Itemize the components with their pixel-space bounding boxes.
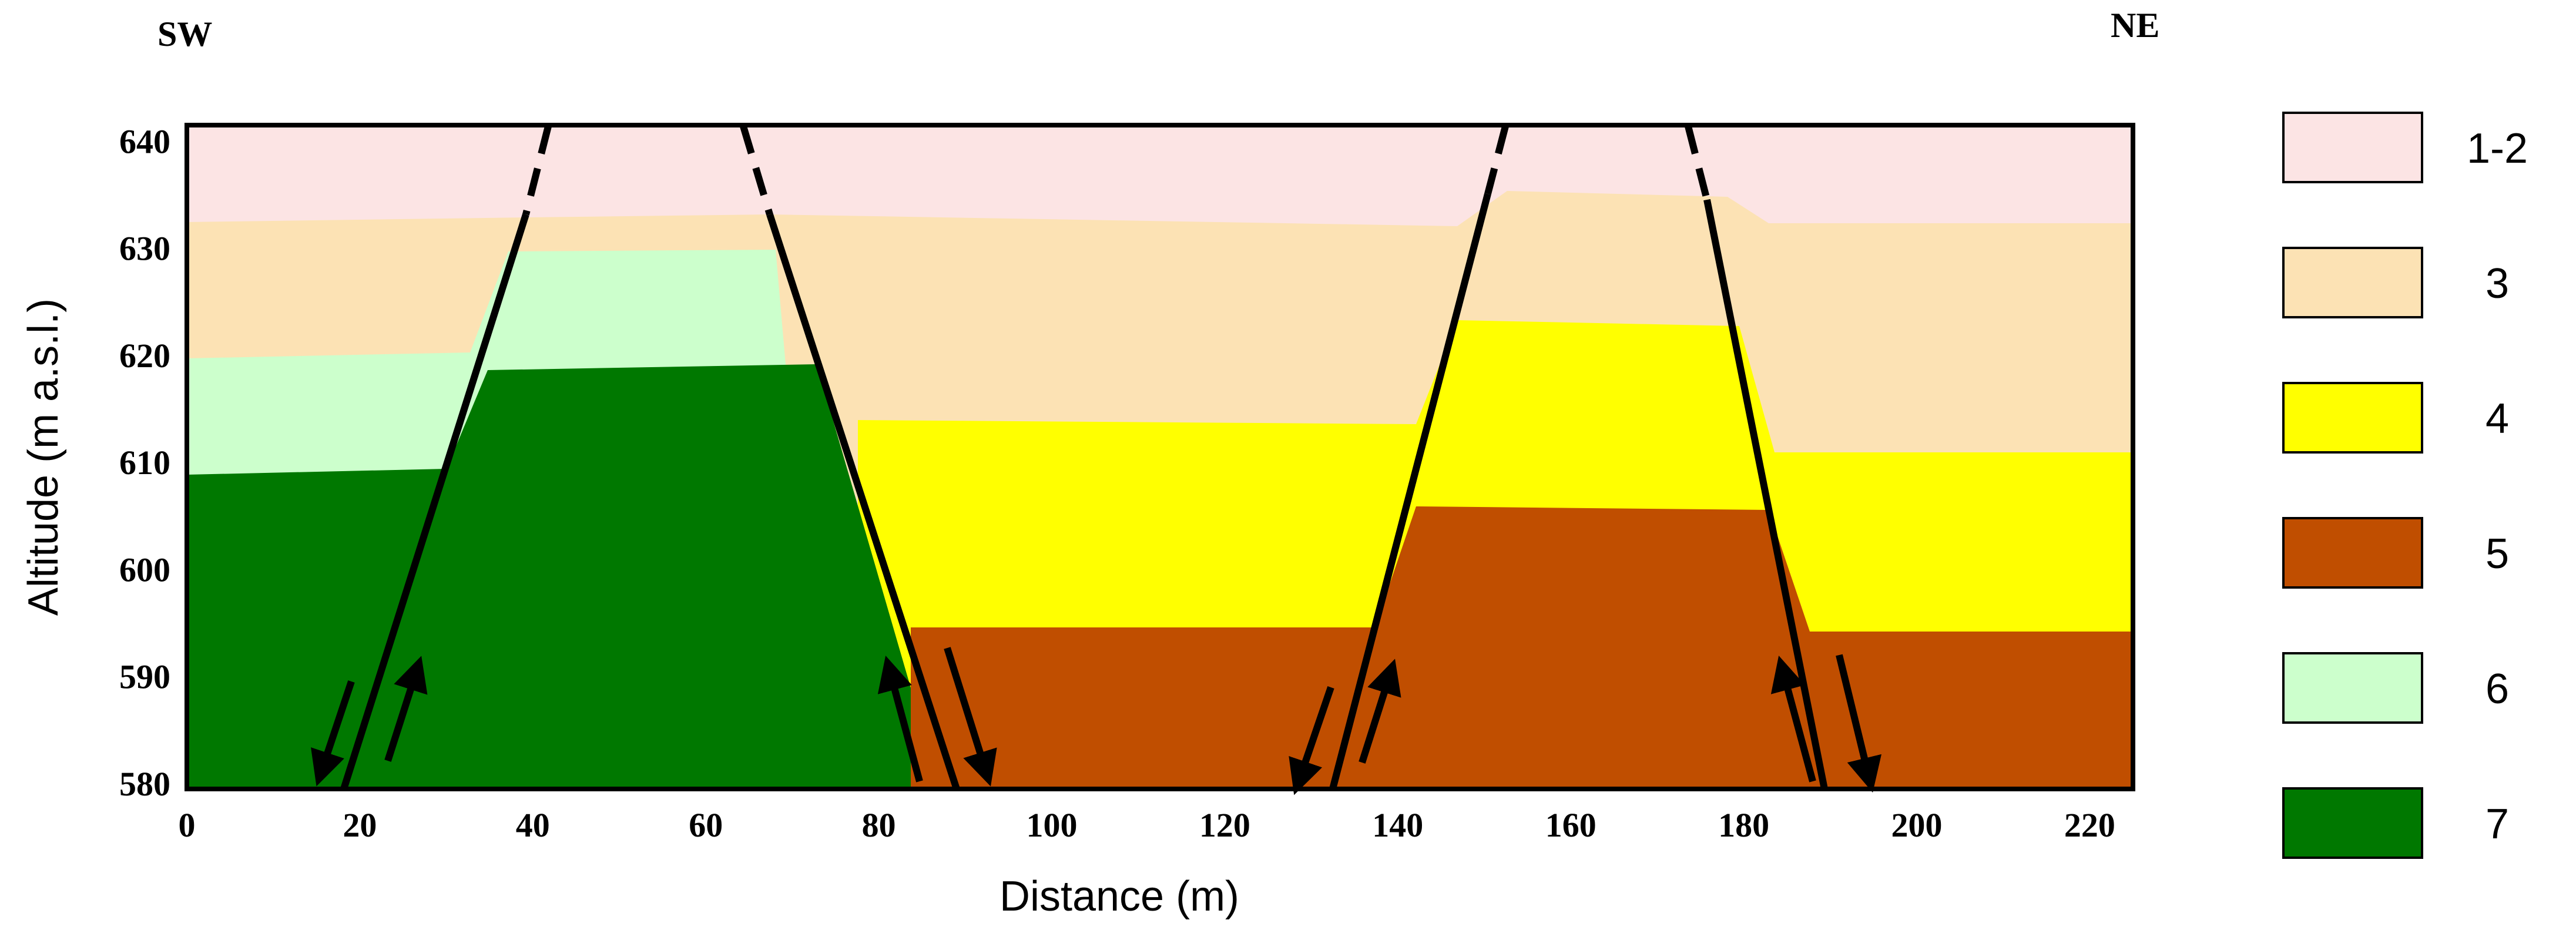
fault-1-dashed xyxy=(522,125,552,216)
legend: 1-2 3 4 5 6 7 xyxy=(2282,112,2528,859)
legend-label: 4 xyxy=(2486,395,2509,442)
arrow-down-icon xyxy=(311,680,355,787)
x-tick-label: 120 xyxy=(1199,806,1250,844)
sw-label: SW xyxy=(157,15,212,53)
legend-swatch xyxy=(2282,787,2423,859)
faults xyxy=(340,193,1828,790)
y-axis-title: Altitude (m a.s.l.) xyxy=(20,298,67,616)
legend-item: 7 xyxy=(2282,787,2509,859)
stratigraphic-units xyxy=(187,125,2133,789)
arrow-down-icon xyxy=(1289,686,1334,795)
arrow-down-icon xyxy=(1836,654,1882,793)
legend-label: 5 xyxy=(2486,530,2509,577)
legend-item: 6 xyxy=(2282,652,2509,724)
x-tick-label: 40 xyxy=(516,806,550,844)
movement-arrows xyxy=(311,647,1882,795)
fault-4-dashed xyxy=(1685,125,1710,201)
y-tick-label: 610 xyxy=(119,444,170,482)
y-tick-label: 630 xyxy=(119,230,170,268)
arrow-up-icon xyxy=(1770,656,1816,783)
arrow-up-icon xyxy=(384,656,428,762)
legend-item: 4 xyxy=(2282,382,2509,454)
x-axis-title: Distance (m) xyxy=(999,873,1239,920)
legend-item: 5 xyxy=(2282,517,2509,589)
arrow-up-icon xyxy=(877,656,923,783)
fault-3-dashed xyxy=(1484,125,1509,195)
x-tick-label: 0 xyxy=(179,806,196,844)
arrow-up-icon xyxy=(1359,659,1401,764)
fault-1-solid xyxy=(340,213,529,790)
fault-extensions xyxy=(522,125,1710,216)
x-tick-label: 140 xyxy=(1372,806,1423,844)
legend-label: 7 xyxy=(2486,801,2509,848)
y-tick-label: 640 xyxy=(119,122,170,160)
y-tick-label: 600 xyxy=(119,550,170,589)
x-tick-label: 60 xyxy=(689,806,723,844)
x-tick-label: 80 xyxy=(862,806,896,844)
legend-label: 3 xyxy=(2486,260,2509,307)
y-tick-label: 590 xyxy=(119,658,170,696)
legend-swatch xyxy=(2282,517,2423,589)
legend-swatch xyxy=(2282,382,2423,454)
x-tick-label: 100 xyxy=(1027,806,1078,844)
legend-label: 1-2 xyxy=(2467,125,2528,172)
legend-label: 6 xyxy=(2486,666,2509,713)
x-tick-label: 160 xyxy=(1545,806,1596,844)
fault-3-solid xyxy=(1329,193,1491,790)
legend-swatch xyxy=(2282,247,2423,318)
y-tick-label: 580 xyxy=(119,765,170,803)
legend-swatch xyxy=(2282,112,2423,183)
y-axis-ticks: 580 590 600 610 620 630 640 xyxy=(119,122,170,803)
x-tick-label: 180 xyxy=(1718,806,1769,844)
x-axis-ticks: 0 20 40 60 80 100 120 140 160 180 200 220 xyxy=(179,806,2115,844)
fault-2-solid xyxy=(766,213,960,790)
x-tick-label: 200 xyxy=(1891,806,1943,844)
legend-item: 3 xyxy=(2282,247,2509,318)
arrow-down-icon xyxy=(944,647,997,787)
ne-label: NE xyxy=(2111,6,2159,45)
y-tick-label: 620 xyxy=(119,337,170,375)
plot-frame xyxy=(185,123,2135,791)
cross-section-plot: 0 20 40 60 80 100 120 140 160 180 200 220 580 590 600… xyxy=(20,122,2135,920)
fault-2-dashed xyxy=(740,125,773,216)
legend-swatch xyxy=(2282,652,2423,724)
unit-5 xyxy=(911,506,2133,789)
legend-item: 1-2 xyxy=(2282,112,2528,183)
x-tick-label: 220 xyxy=(2064,806,2115,844)
x-tick-label: 20 xyxy=(343,806,377,844)
